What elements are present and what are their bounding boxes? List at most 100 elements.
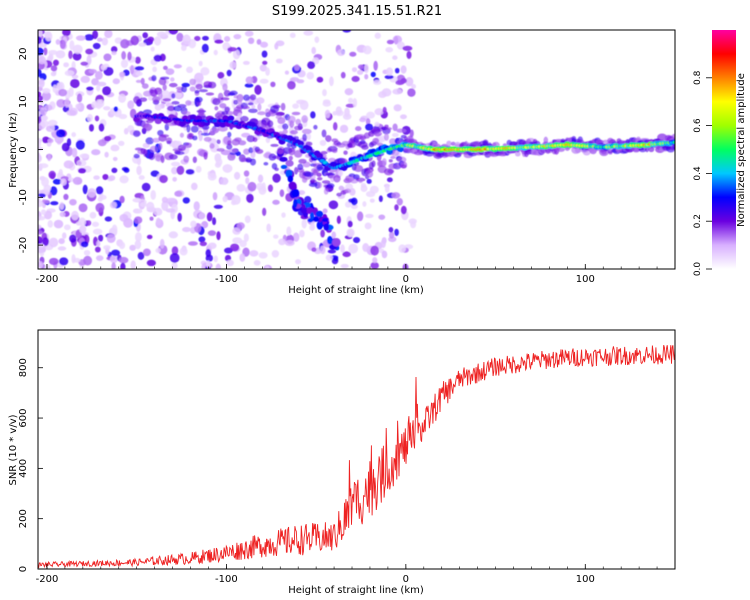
spectrogram-noise-blob bbox=[52, 178, 62, 185]
spectrogram-noise-blob bbox=[53, 219, 64, 229]
spectrogram-noise-blob bbox=[110, 46, 118, 53]
spectrogram-noise-blob bbox=[38, 78, 45, 88]
spectrogram-halo-blob bbox=[162, 83, 167, 91]
colorbar-gradient bbox=[712, 30, 736, 269]
spectrogram-noise-blob bbox=[130, 64, 135, 75]
spectrogram-noise-blob bbox=[362, 45, 372, 55]
spectrogram-noise-blob bbox=[104, 30, 113, 39]
spectrogram-halo-blob bbox=[142, 123, 153, 132]
spectrogram-noise-blob bbox=[327, 249, 337, 254]
spectrogram-halo-blob bbox=[255, 149, 264, 154]
spectrogram-noise-blob bbox=[364, 222, 372, 230]
spectrogram-noise-blob bbox=[304, 196, 312, 204]
spectrogram-noise-blob bbox=[52, 59, 59, 66]
spectrogram-halo-blob bbox=[302, 133, 308, 142]
spectrogram-halo-blob bbox=[237, 100, 243, 106]
spectrogram-noise-blob bbox=[40, 209, 46, 215]
spectrogram-noise-blob bbox=[217, 72, 225, 79]
spectrogram-noise-blob bbox=[335, 106, 342, 115]
spectrogram-noise-blob bbox=[133, 216, 143, 224]
spectrogram-noise-blob bbox=[47, 138, 54, 144]
spectrogram-noise-blob bbox=[284, 70, 290, 75]
spectrogram-y-tick-label: 0 bbox=[18, 146, 29, 152]
spectrogram-noise-blob bbox=[103, 245, 111, 250]
spectrogram-noise-blob bbox=[171, 166, 178, 175]
spectrogram-halo-blob bbox=[248, 108, 258, 114]
spectrogram-noise-blob bbox=[96, 84, 101, 92]
spectrogram-noise-blob bbox=[406, 50, 412, 59]
spectrogram-noise-blob bbox=[104, 216, 113, 222]
spectrogram-noise-blob bbox=[83, 249, 91, 256]
spectrogram-noise-blob bbox=[364, 73, 369, 80]
spectrogram-noise-blob bbox=[316, 172, 322, 177]
spectrogram-noise-blob bbox=[247, 37, 255, 45]
spectrogram-noise-blob bbox=[84, 34, 94, 41]
spectrogram-noise-blob bbox=[303, 30, 314, 36]
spectrogram-noise-blob bbox=[97, 196, 103, 202]
colorbar-tick-label: 0.2 bbox=[693, 214, 703, 228]
spectrogram-halo-blob bbox=[396, 128, 407, 133]
spectrogram-noise-blob bbox=[286, 226, 292, 236]
spectrogram-halo-blob bbox=[157, 129, 164, 137]
spectrogram-halo-blob bbox=[171, 101, 180, 105]
spectrogram-noise-blob bbox=[237, 112, 242, 119]
spectrogram-halo-blob bbox=[243, 94, 250, 101]
spectrogram-noise-blob bbox=[249, 250, 259, 257]
spectrogram-noise-blob bbox=[356, 211, 364, 222]
spectrogram-noise-blob bbox=[195, 165, 202, 173]
spectrogram-noise-blob bbox=[244, 215, 251, 224]
spectrogram-halo-blob bbox=[239, 115, 249, 122]
spectrogram-noise-blob bbox=[95, 186, 104, 195]
spectrogram-noise-blob bbox=[69, 234, 77, 243]
spectrogram-halo-blob bbox=[236, 94, 244, 102]
spectrogram-noise-blob bbox=[71, 132, 77, 138]
spectrogram-noise-blob bbox=[41, 91, 51, 101]
spectrogram-noise-blob bbox=[48, 237, 59, 248]
spectrogram-noise-blob bbox=[227, 47, 237, 52]
spectrogram-noise-blob bbox=[118, 140, 125, 147]
spectrogram-noise-blob bbox=[213, 204, 223, 209]
spectrogram-halo-blob bbox=[177, 144, 187, 152]
spectrogram-halo-blob bbox=[227, 153, 236, 161]
spectrogram-noise-blob bbox=[161, 196, 168, 203]
spectrogram-noise-blob bbox=[310, 111, 316, 119]
spectrogram-noise-blob bbox=[222, 195, 228, 203]
spectrogram-noise-blob bbox=[134, 56, 141, 64]
spectrogram-noise-blob bbox=[79, 225, 87, 234]
spectrogram-noise-blob bbox=[400, 205, 407, 215]
spectrogram-halo-blob bbox=[672, 143, 675, 150]
spectrogram-noise-blob bbox=[242, 60, 250, 65]
spectrogram-y-label: Frequency (Hz) bbox=[8, 112, 19, 188]
spectrogram-noise-blob bbox=[43, 184, 52, 192]
spectrogram-noise-blob bbox=[44, 31, 53, 42]
spectrogram-noise-blob bbox=[322, 89, 327, 97]
spectrogram-ridge-blob bbox=[178, 120, 186, 127]
spectrogram-noise-blob bbox=[111, 262, 116, 269]
spectrogram-halo-blob bbox=[282, 129, 288, 135]
spectrogram-halo-blob bbox=[226, 143, 233, 150]
spectrogram-noise-blob bbox=[331, 231, 337, 239]
spectrogram-halo-blob bbox=[166, 105, 176, 112]
spectrogram-halo-blob bbox=[454, 141, 461, 148]
spectrogram-halo-blob bbox=[298, 158, 307, 164]
spectrogram-branch-blob bbox=[323, 223, 330, 231]
colorbar-tick-label: 0.4 bbox=[693, 166, 703, 181]
spectrogram-halo-blob bbox=[148, 152, 156, 161]
spectrogram-noise-blob bbox=[174, 190, 183, 197]
spectrogram-halo-blob bbox=[301, 128, 312, 135]
colorbar-tick-label: 0.6 bbox=[693, 118, 703, 133]
spectrogram-branch-blob bbox=[287, 175, 294, 183]
spectrogram-noise-blob bbox=[357, 69, 364, 75]
spectrogram-noise-blob bbox=[137, 252, 145, 260]
spectrogram-noise-blob bbox=[256, 182, 264, 191]
spectrogram-halo-blob bbox=[320, 150, 328, 155]
spectrogram-noise-blob bbox=[353, 237, 361, 244]
spectrogram-halo-blob bbox=[209, 143, 215, 149]
spectrogram-halo-blob bbox=[195, 96, 203, 103]
spectrogram-noise-blob bbox=[369, 185, 379, 194]
spectrogram-halo-blob bbox=[143, 148, 148, 157]
spectrogram-noise-blob bbox=[289, 32, 296, 39]
spectrogram-noise-blob bbox=[130, 260, 136, 269]
spectrogram-noise-blob bbox=[234, 171, 241, 180]
